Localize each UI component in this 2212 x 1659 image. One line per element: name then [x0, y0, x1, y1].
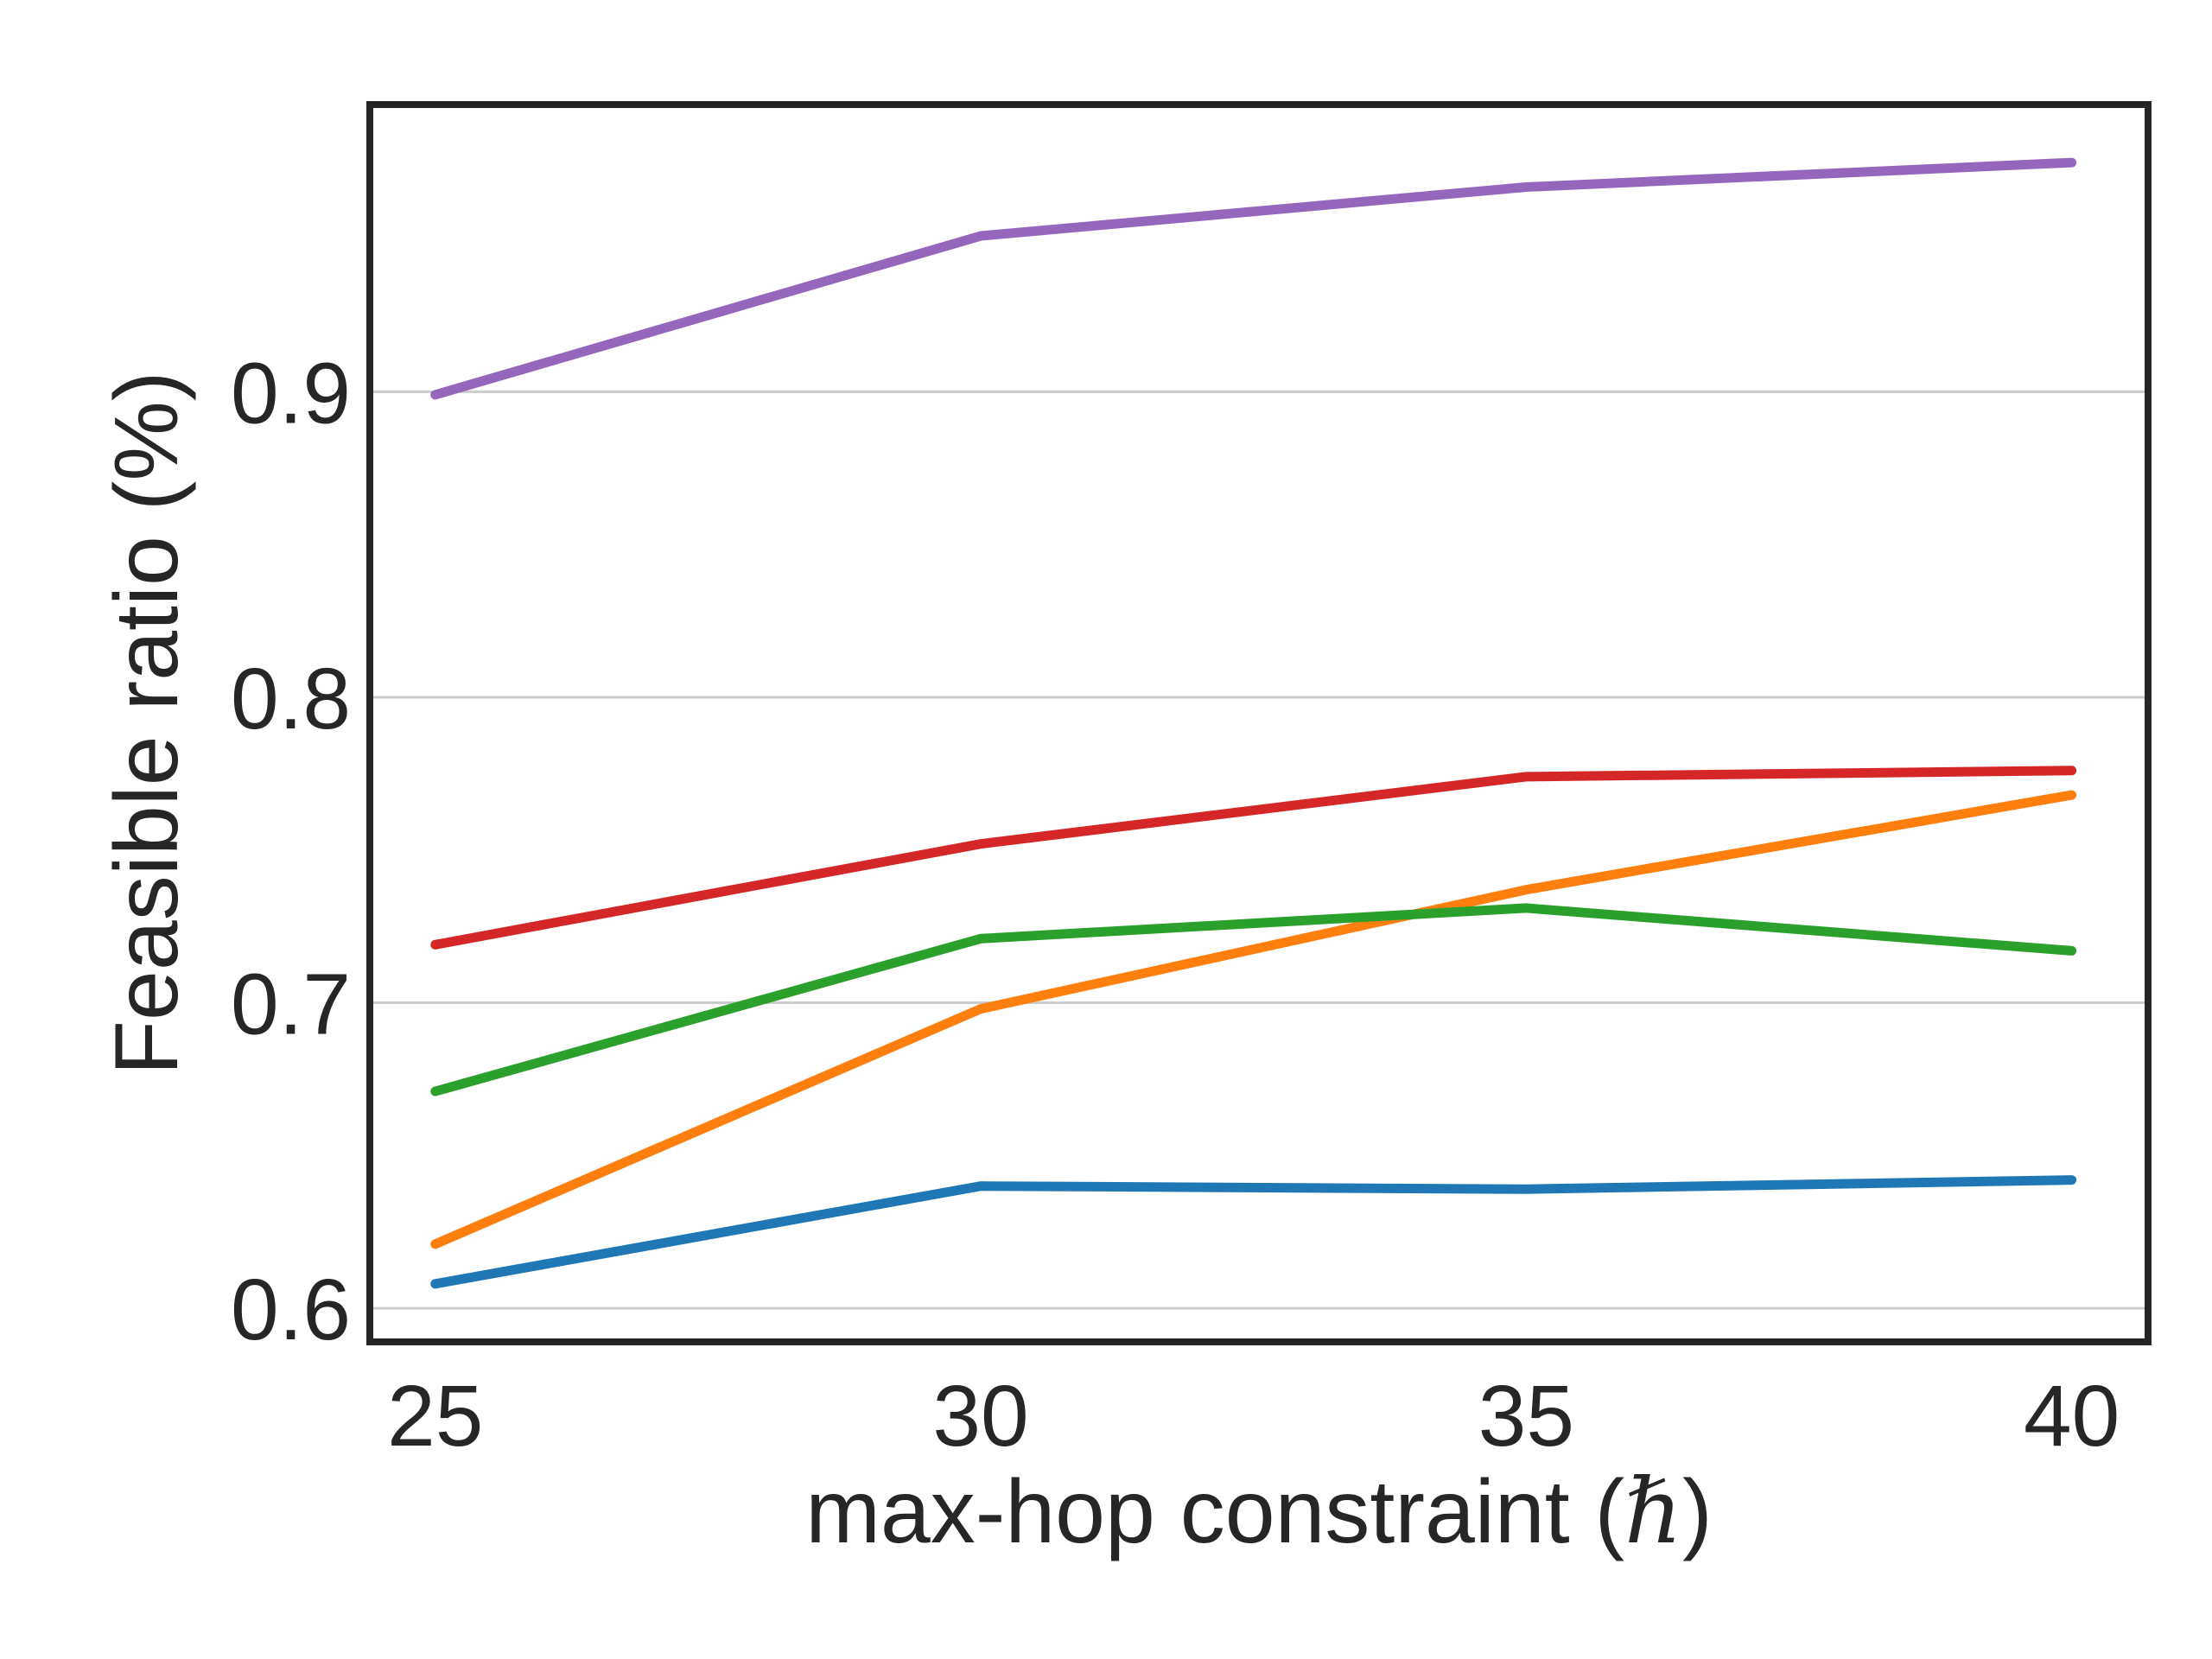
y-tick-label: 0.9 [231, 345, 351, 442]
series-line-2 [430, 790, 2077, 1249]
y-axis-label: Feasible ratio (%) [97, 372, 197, 1076]
x-tick-label: 25 [387, 1368, 483, 1465]
x-tick-labels: 25 30 35 40 [387, 1368, 2120, 1465]
series-line-4 [430, 766, 2077, 950]
y-tick-label: 0.8 [231, 651, 351, 747]
gridlines [370, 390, 2148, 1310]
x-tick-label: 35 [1478, 1368, 1574, 1465]
y-tick-label: 0.7 [231, 957, 351, 1053]
x-tick-label: 40 [2024, 1368, 2120, 1465]
series-line-1 [430, 1175, 2077, 1289]
x-axis-label: max-hop constraint (ℏ) [805, 1459, 1713, 1564]
series-lines [430, 157, 2077, 1289]
plot-frame [366, 101, 2152, 1345]
series-line-3 [430, 903, 2077, 1096]
series-line-5 [430, 157, 2077, 400]
y-tick-label: 0.6 [231, 1262, 351, 1358]
y-tick-labels: 0.6 0.7 0.8 0.9 [231, 345, 351, 1358]
x-tick-label: 30 [932, 1368, 1028, 1465]
